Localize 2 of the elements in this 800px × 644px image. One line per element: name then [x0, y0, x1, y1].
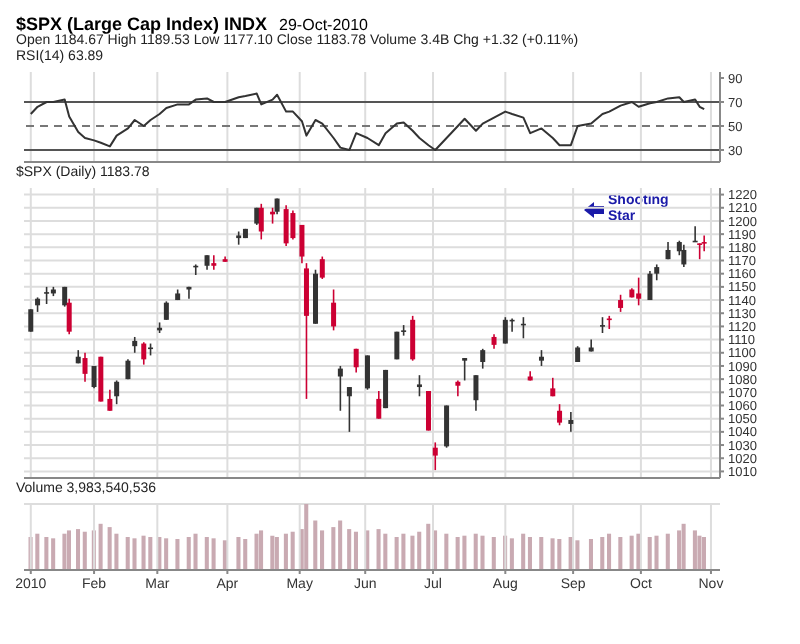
chart-title: $SPX (Large Cap Index) INDX [16, 14, 268, 34]
chart-subtitle: 29-Oct-2010 [279, 16, 368, 34]
